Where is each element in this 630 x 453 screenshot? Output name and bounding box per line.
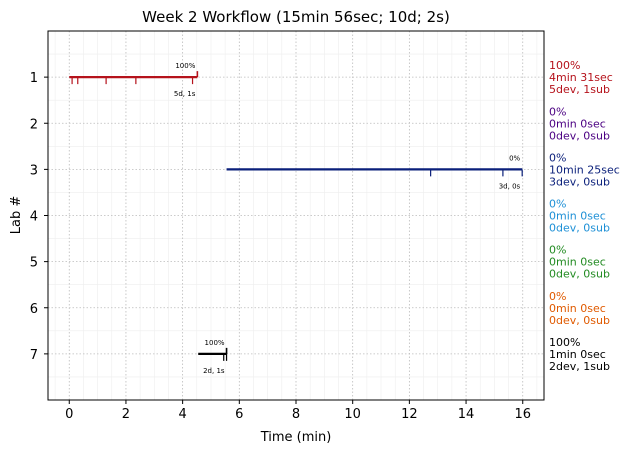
lab-summary-line: 10min 25sec	[549, 163, 620, 176]
lab-summary-line: 4min 31sec	[549, 71, 613, 84]
y-tick-label: 6	[30, 302, 38, 317]
x-tick-label: 0	[65, 407, 73, 422]
y-tick-label: 3	[30, 163, 38, 178]
lab-summary-line: 3dev, 0sub	[549, 175, 610, 188]
bar-percent-label: 0%	[509, 154, 520, 162]
lab-summary-line: 0%	[549, 151, 566, 164]
lab-summary-line: 2dev, 1sub	[549, 360, 610, 373]
lab-summary-line: 0%	[549, 244, 566, 257]
lab-summary-line: 0%	[549, 290, 566, 303]
bar-count-label: 3d, 0s	[499, 182, 521, 190]
lab-summary-line: 0dev, 0sub	[549, 129, 610, 142]
x-tick-label: 6	[235, 407, 243, 422]
lab-summary-line: 100%	[549, 336, 580, 349]
lab-summary-line: 0%	[549, 198, 566, 211]
lab-summary-line: 5dev, 1sub	[549, 83, 610, 96]
bar-percent-label: 100%	[205, 339, 225, 347]
x-tick-label: 4	[178, 407, 186, 422]
y-tick-label: 5	[30, 256, 38, 271]
chart-title: Week 2 Workflow (15min 56sec; 10d; 2s)	[142, 8, 450, 26]
y-tick-label: 4	[30, 210, 38, 225]
lab-summary-line: 0dev, 0sub	[549, 268, 610, 281]
y-tick-label: 1	[30, 71, 38, 86]
bar-count-label: 2d, 1s	[203, 367, 225, 375]
bar-count-label: 5d, 1s	[174, 90, 196, 98]
lab-summary-line: 0dev, 0sub	[549, 222, 610, 235]
lab-summary-line: 0dev, 0sub	[549, 314, 610, 327]
x-axis-label: Time (min)	[260, 430, 332, 445]
lab-summary-line: 0min 0sec	[549, 210, 606, 223]
lab-summary-line: 100%	[549, 59, 580, 72]
y-axis-label: Lab #	[9, 196, 24, 235]
x-axis-ticks: 0 2 4 6 8 10 12 14 16	[65, 400, 531, 422]
x-tick-label: 10	[344, 407, 361, 422]
x-tick-label: 12	[401, 407, 418, 422]
lab-bars: 100% 5d, 1s 0% 3d, 0s 100% 2d, 1s	[69, 62, 523, 375]
lab-summary-line: 0min 0sec	[549, 256, 606, 269]
y-axis-ticks: 1 2 3 4 5 6 7	[30, 71, 48, 363]
major-grid	[48, 31, 544, 400]
lab-summary-line: 0min 0sec	[549, 302, 606, 315]
x-tick-label: 8	[292, 407, 300, 422]
x-tick-label: 2	[122, 407, 130, 422]
lab-summary-line: 0%	[549, 105, 566, 118]
lab-summary-line: 1min 0sec	[549, 348, 606, 361]
lab-summary-line: 0min 0sec	[549, 117, 606, 130]
x-tick-label: 16	[514, 407, 531, 422]
y-tick-label: 2	[30, 117, 38, 132]
x-tick-label: 14	[458, 407, 475, 422]
bar-percent-label: 100%	[175, 62, 195, 70]
y-tick-label: 7	[30, 348, 38, 363]
